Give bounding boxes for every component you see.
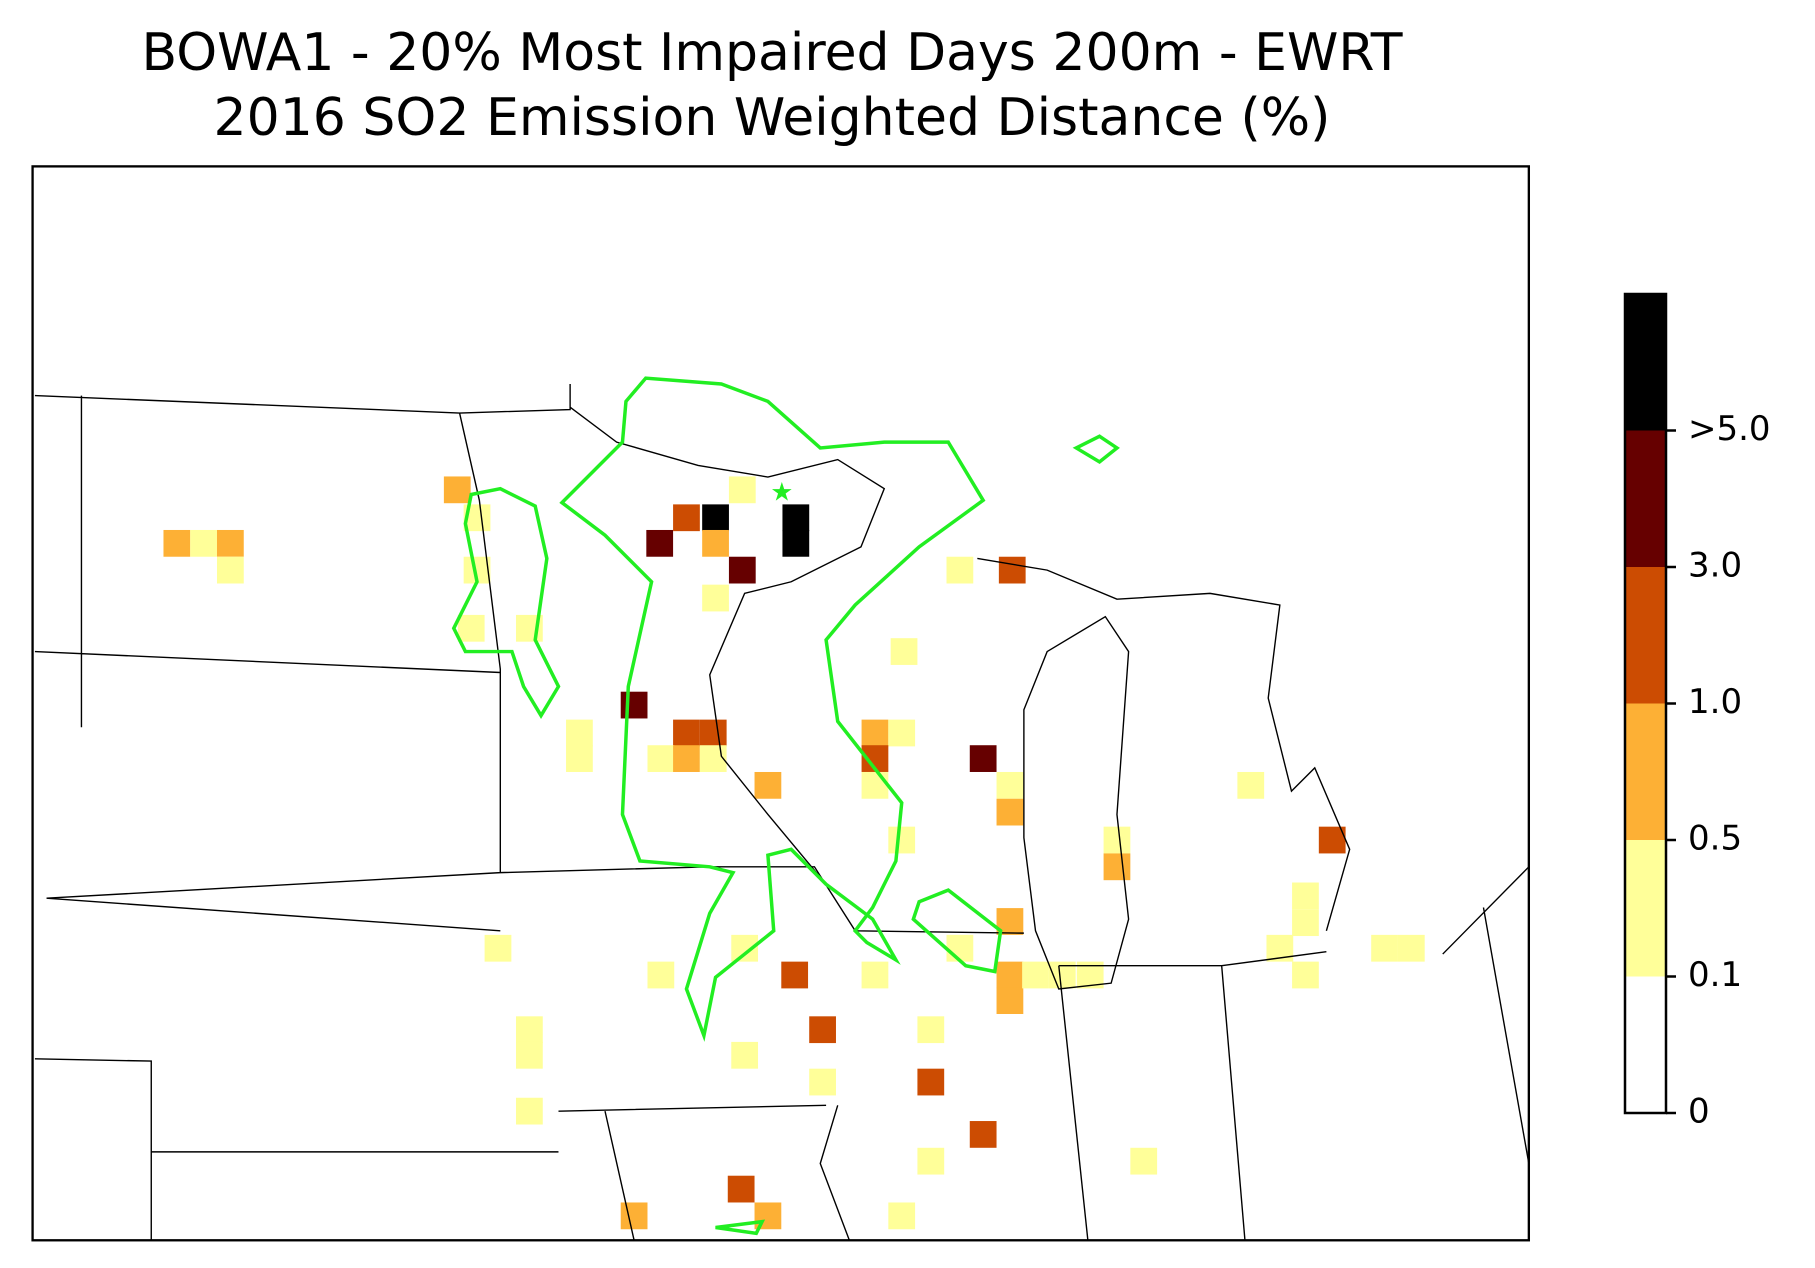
grid-cell: [647, 961, 675, 989]
grid-cell: [1292, 961, 1319, 989]
grid-cell: [457, 614, 485, 642]
grid-cell: [1130, 1147, 1158, 1175]
grid-cell: [620, 1202, 648, 1230]
grid-cell: [443, 476, 471, 504]
grid-cell: [620, 691, 648, 719]
grid-cell: [1022, 961, 1049, 989]
grid-cell: [946, 934, 974, 962]
contours: [451, 376, 1120, 1236]
grid-cell: [996, 798, 1024, 826]
grid-cell: [646, 529, 674, 557]
grid-cell: [699, 719, 727, 747]
grid-cell: [1103, 826, 1131, 854]
colorbar-label: 3.0: [1688, 546, 1742, 586]
grid-cell: [1292, 882, 1319, 910]
grid-cell: [888, 826, 916, 854]
colorbar: 0 0.1 0.5 1.0 3.0 >5.0: [1623, 292, 1771, 1132]
colorbar-bin: [1625, 703, 1666, 840]
colorbar-label: >5.0: [1688, 409, 1771, 449]
colorbar-label: 1.0: [1688, 682, 1742, 722]
grid-cell: [888, 1202, 916, 1230]
borders: [34, 383, 1530, 1241]
grid-cell: [809, 1016, 836, 1044]
grid-cell: [1397, 934, 1425, 962]
colorbar-label: 0: [1688, 1092, 1710, 1132]
grid-cell: [969, 745, 997, 772]
grid-cell: [190, 529, 217, 557]
grid-cell: [917, 1068, 945, 1096]
grid-cell: [890, 638, 918, 665]
grid-cell: [702, 529, 729, 557]
grid-cell: [216, 529, 244, 557]
grid-cell: [516, 1041, 543, 1069]
title-line: BOWA1 - 20% Most Impaired Days 200m - EW…: [141, 23, 1402, 83]
grid-cell: [969, 1121, 997, 1148]
grid-cell: [566, 719, 593, 747]
grid-cell: [996, 771, 1024, 799]
grid-cell: [727, 1175, 755, 1203]
colorbar-label: 0.1: [1688, 955, 1742, 995]
grid-cell: [673, 719, 700, 747]
grid-cell: [516, 1097, 543, 1125]
colorbar-bin: [1625, 567, 1666, 704]
grid-cell: [809, 1068, 836, 1096]
map: ★: [31, 165, 1531, 1242]
grid-cell: [861, 719, 889, 747]
title-line: 2016 SO2 Emission Weighted Distance (%): [214, 88, 1331, 148]
map-background: [32, 166, 1529, 1241]
grid-cell: [917, 1016, 945, 1044]
grid-cell: [998, 556, 1026, 584]
grid-cell: [946, 556, 974, 584]
grid-cell: [781, 961, 809, 989]
grid-cell: [917, 1147, 945, 1175]
colorbar-bin: [1625, 294, 1666, 431]
grid-cell: [1237, 771, 1265, 799]
grid-cell: [728, 476, 756, 504]
grid-cell: [888, 719, 916, 747]
grid-cell: [673, 745, 700, 772]
grid-cell: [1292, 909, 1319, 937]
grid-cell: [728, 556, 756, 584]
colorbar-bin: [1625, 430, 1666, 567]
grid-cell: [702, 504, 729, 532]
grid-cell: [702, 584, 729, 612]
grid-cell: [163, 529, 191, 557]
grid-cell: [782, 504, 810, 532]
grid-cell: [731, 1041, 759, 1069]
grid-cell: [996, 987, 1024, 1014]
site-marker: ★: [770, 477, 793, 507]
grid-cell: [516, 1016, 543, 1044]
colorbar-label: 0.5: [1688, 819, 1742, 859]
grid-cell: [673, 504, 700, 532]
grid-cell: [216, 556, 244, 584]
colorbar-bin: [1625, 840, 1666, 977]
grid-cell: [484, 934, 512, 962]
grid-cell: [566, 745, 593, 772]
grid-cell: [996, 961, 1024, 989]
grid-cell: [754, 771, 782, 799]
grid-cell: [782, 529, 810, 557]
grid-cell: [861, 771, 889, 799]
map-frame: [31, 165, 1531, 1242]
grid-cell: [647, 745, 675, 772]
colorbar-bin: [1625, 976, 1666, 1113]
grid-cell: [1103, 853, 1131, 881]
grid-cell: [699, 745, 727, 772]
grid-cell: [1371, 934, 1398, 962]
cells: [163, 476, 1425, 1230]
grid-cell: [861, 961, 889, 989]
